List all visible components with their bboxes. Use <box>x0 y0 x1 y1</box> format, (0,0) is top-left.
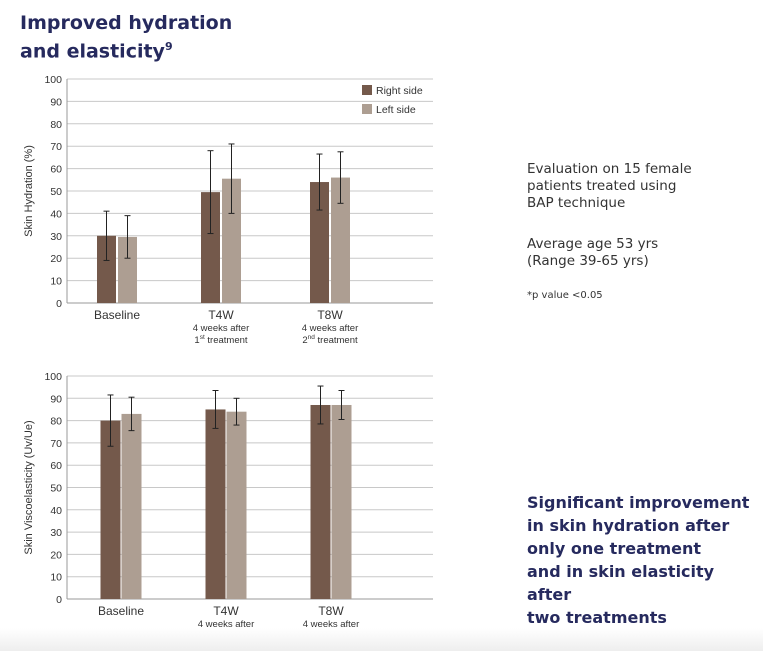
x-category-label: Baseline <box>94 308 140 322</box>
x-category-label: T8W <box>317 308 343 322</box>
conclusion-line-2: in skin hydration after <box>527 516 730 535</box>
age-line-2: (Range 39-65 yrs) <box>527 253 649 269</box>
x-category-sublabel: 4 weeks after <box>198 619 255 630</box>
y-tick-label: 60 <box>50 460 62 472</box>
y-tick-label: 70 <box>50 141 62 153</box>
title-line-1: Improved hydration <box>20 12 233 34</box>
conclusion-line-1: Significant improvement <box>527 493 750 512</box>
y-tick-label: 20 <box>50 253 62 265</box>
y-tick-label: 90 <box>50 96 62 108</box>
bar-right-side <box>310 182 329 303</box>
y-tick-label: 30 <box>50 527 62 539</box>
y-tick-label: 0 <box>56 298 62 310</box>
x-category-sublabel: 4 weeks after <box>302 323 359 334</box>
bar-right-side <box>97 235 116 303</box>
age-description: Average age 53 yrs (Range 39-65 yrs) <box>527 236 727 270</box>
bar-left-side <box>118 236 137 303</box>
x-category-sublabel: 1st treatment <box>194 334 247 346</box>
age-line-1: Average age 53 yrs <box>527 236 659 252</box>
bar-right-side <box>205 409 226 599</box>
y-axis-label: Skin Hydration (%) <box>23 145 35 237</box>
y-tick-label: 80 <box>50 416 62 428</box>
y-tick-label: 50 <box>50 483 62 495</box>
legend-label: Left side <box>376 104 416 116</box>
x-category-sublabel: 4 weeks after <box>193 323 250 334</box>
conclusion-line-5: two treatments <box>527 608 667 627</box>
y-tick-label: 30 <box>50 231 62 243</box>
legend-swatch <box>362 104 372 114</box>
y-tick-label: 20 <box>50 549 62 561</box>
conclusion-text: Significant improvement in skin hydratio… <box>527 491 762 629</box>
conclusion-line-3: only one treatment <box>527 539 702 558</box>
study-line-1: Evaluation on 15 female <box>527 161 692 177</box>
y-tick-label: 0 <box>56 594 62 606</box>
bar-right-side <box>201 192 220 303</box>
p-value-note: *p value <0.05 <box>527 290 603 301</box>
y-tick-label: 100 <box>44 371 62 383</box>
legend-label: Right side <box>376 85 423 97</box>
x-category-label: T8W <box>318 604 344 618</box>
y-tick-label: 90 <box>50 393 62 405</box>
y-tick-label: 70 <box>50 438 62 450</box>
y-tick-label: 10 <box>50 572 62 584</box>
legend-swatch <box>362 85 372 95</box>
bar-right-side <box>100 420 121 599</box>
x-category-sublabel: 2nd treatment <box>302 334 358 346</box>
bar-left-side <box>331 404 352 599</box>
bar-left-side <box>222 178 241 303</box>
y-tick-label: 80 <box>50 119 62 131</box>
x-category-sublabel: 4 weeks after <box>303 619 360 630</box>
page-title: Improved hydration and elasticity9 <box>20 12 232 63</box>
title-line-2: and elasticity <box>20 40 165 63</box>
x-category-label: T4W <box>213 604 239 618</box>
footer-band <box>0 628 763 651</box>
y-tick-label: 40 <box>50 505 62 517</box>
title-reference: 9 <box>164 40 173 53</box>
y-tick-label: 100 <box>44 74 62 86</box>
study-line-3: BAP technique <box>527 195 626 211</box>
x-category-label: Baseline <box>98 604 144 618</box>
bar-right-side <box>310 404 331 599</box>
study-line-2: patients treated using <box>527 178 677 194</box>
y-axis-label: Skin Viscoelasticity (Uv/Ue) <box>23 420 35 554</box>
y-tick-label: 50 <box>50 186 62 198</box>
y-tick-label: 60 <box>50 164 62 176</box>
bar-left-side <box>331 177 350 303</box>
y-tick-label: 10 <box>50 276 62 288</box>
conclusion-line-4: and in skin elasticity after <box>527 562 715 604</box>
bar-left-side <box>121 413 142 599</box>
bar-left-side <box>226 411 247 599</box>
x-category-label: T4W <box>208 308 234 322</box>
study-description: Evaluation on 15 female patients treated… <box>527 161 727 212</box>
y-tick-label: 40 <box>50 208 62 220</box>
